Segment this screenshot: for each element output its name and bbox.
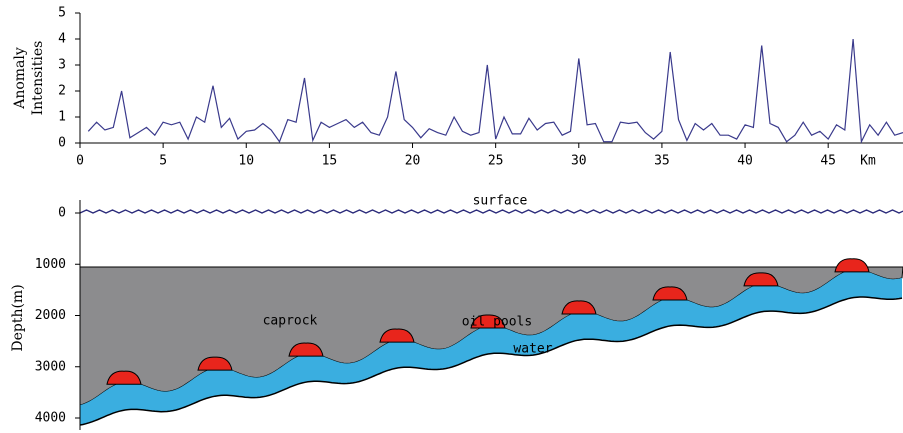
y-tick-label: 4 <box>58 32 66 47</box>
y-tick-label: 1000 <box>35 257 66 272</box>
y-axis-label: Anomaly <box>12 47 28 110</box>
oil-pool <box>835 259 869 272</box>
line-series <box>88 39 903 142</box>
y-axis-label: Depth(m) <box>10 284 26 351</box>
x-tick-label: 5 <box>159 154 167 169</box>
cross-section: 0 1000 2000 3000 4000 Depth(m) surface caprock o… <box>10 194 903 431</box>
y-tick-label: 2000 <box>35 308 66 323</box>
figure: 01000200030004000Depth(m)surfacecaprocko… <box>0 0 903 433</box>
annotation: caprock <box>263 314 318 329</box>
y-tick-label: 3000 <box>35 359 66 374</box>
x-tick-label: 15 <box>322 154 338 169</box>
x-tick-label: 25 <box>488 154 504 169</box>
annotation: oil pools <box>462 315 532 330</box>
y-tick-label: 1 <box>58 110 66 125</box>
x-tick-label: 35 <box>654 154 670 169</box>
y-tick-label: 4000 <box>35 411 66 426</box>
x-tick-label: 40 <box>737 154 753 169</box>
y-tick-label: 3 <box>58 58 66 73</box>
y-axis-label: Intensities <box>30 41 46 116</box>
x-tick-label: 10 <box>238 154 254 169</box>
annotation: water <box>513 342 552 357</box>
y-tick-label: 2 <box>58 84 66 99</box>
y-tick-label: 5 <box>58 6 66 21</box>
y-tick-label: 0 <box>58 136 66 151</box>
x-tick-label: 45 <box>820 154 836 169</box>
x-tick-label: 20 <box>405 154 421 169</box>
x-tick-label: 30 <box>571 154 587 169</box>
surface-line <box>80 210 903 213</box>
x-tick-label: 0 <box>76 154 84 169</box>
x-axis-label: Km <box>860 154 876 169</box>
y-tick-label: 0 <box>58 206 66 221</box>
annotation: surface <box>473 194 528 209</box>
